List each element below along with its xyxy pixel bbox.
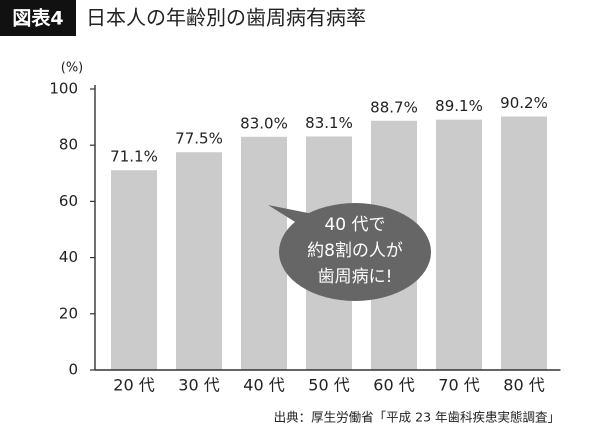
bar	[501, 116, 547, 371]
callout	[279, 203, 431, 301]
x-tick-label: 50 代	[308, 376, 349, 395]
value-label: 71.1%	[110, 148, 158, 166]
bar	[176, 152, 222, 370]
value-label: 88.7%	[370, 98, 418, 116]
y-tick-label: 20	[59, 304, 78, 322]
x-tick-label: 60 代	[373, 376, 414, 395]
badge: 図表4	[12, 7, 63, 30]
bar	[111, 170, 157, 370]
value-label: 89.1%	[435, 97, 483, 115]
callout-text: 約8割の人が	[307, 241, 403, 261]
y-tick-label: 80	[59, 136, 78, 154]
source: 出典：厚生労働省「平成 23 年歯科疾患実態調査」	[274, 410, 560, 425]
y-tick-label: 0	[68, 361, 78, 379]
badge-box	[0, 0, 76, 36]
x-tick-label: 40 代	[243, 376, 284, 395]
bar	[436, 119, 482, 370]
y-tick-label: 100	[49, 80, 78, 98]
y-unit: (%)	[61, 61, 84, 76]
callout-text: 40 代で	[324, 215, 385, 235]
value-label: 77.5%	[175, 130, 223, 148]
chart-title: 日本人の年齢別の歯周病有病率	[86, 6, 366, 30]
y-tick-label: 60	[59, 192, 78, 210]
callout-text: 歯周病に!	[318, 267, 393, 287]
y-tick-label: 40	[59, 248, 78, 266]
value-label: 83.0%	[240, 114, 288, 132]
x-tick-label: 30 代	[178, 376, 219, 395]
value-label: 83.1%	[305, 114, 353, 132]
x-tick-label: 20 代	[113, 376, 154, 395]
x-tick-label: 80 代	[503, 376, 544, 395]
value-label: 90.2%	[500, 94, 548, 112]
x-tick-label: 70 代	[438, 376, 479, 395]
